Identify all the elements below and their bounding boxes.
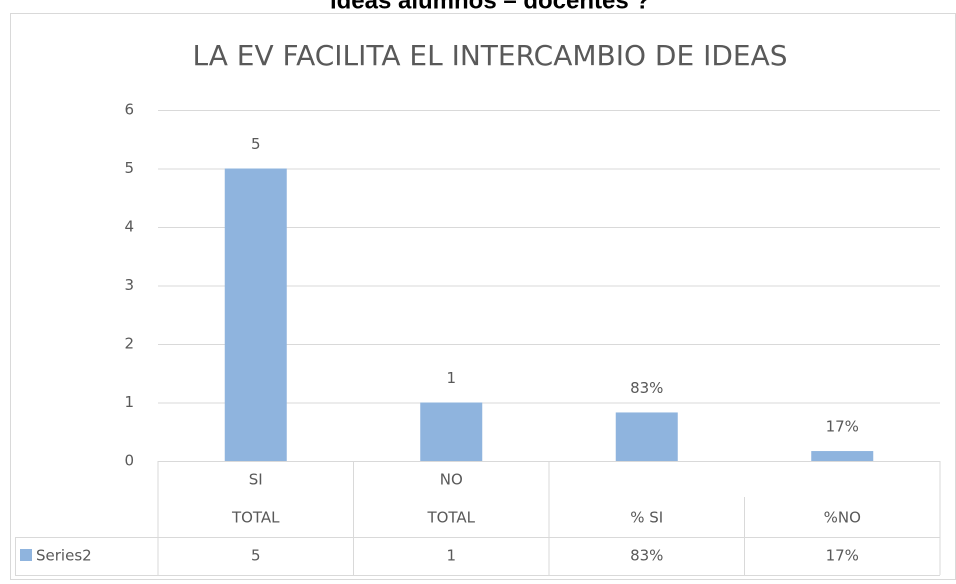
x-tick-label: % SI	[630, 509, 663, 527]
table-value: 17%	[826, 547, 859, 565]
table-value: 1	[446, 547, 456, 565]
bar	[420, 402, 483, 461]
legend-label: Series2	[36, 547, 92, 565]
x-tick-label: TOTAL	[231, 509, 280, 527]
y-tick-label: 5	[124, 159, 134, 177]
y-tick-label: 2	[124, 335, 134, 353]
y-tick-label: 4	[124, 218, 134, 236]
bar	[615, 412, 678, 461]
y-tick-label: 6	[124, 101, 134, 119]
bar	[224, 168, 287, 461]
x-tick-label: %NO	[824, 509, 861, 527]
header-text: ideas alumnos – docentes ?	[330, 0, 650, 14]
legend-key	[20, 549, 32, 561]
data-label: 1	[446, 369, 456, 387]
x-group-label: NO	[440, 471, 463, 489]
y-tick-label: 1	[124, 393, 134, 411]
data-label: 5	[251, 135, 261, 153]
y-tick-label: 0	[124, 452, 134, 470]
y-tick-label: 3	[124, 276, 134, 294]
data-label: 17%	[826, 418, 859, 436]
x-tick-label: TOTAL	[426, 509, 475, 527]
x-group-label: SI	[249, 471, 263, 489]
table-value: 83%	[630, 547, 663, 565]
chart-title: LA EV FACILITA EL INTERCAMBIO DE IDEAS	[193, 39, 788, 72]
data-label: 83%	[630, 379, 663, 397]
chart-border	[10, 13, 956, 580]
table-value: 5	[251, 547, 261, 565]
bar	[811, 451, 874, 461]
